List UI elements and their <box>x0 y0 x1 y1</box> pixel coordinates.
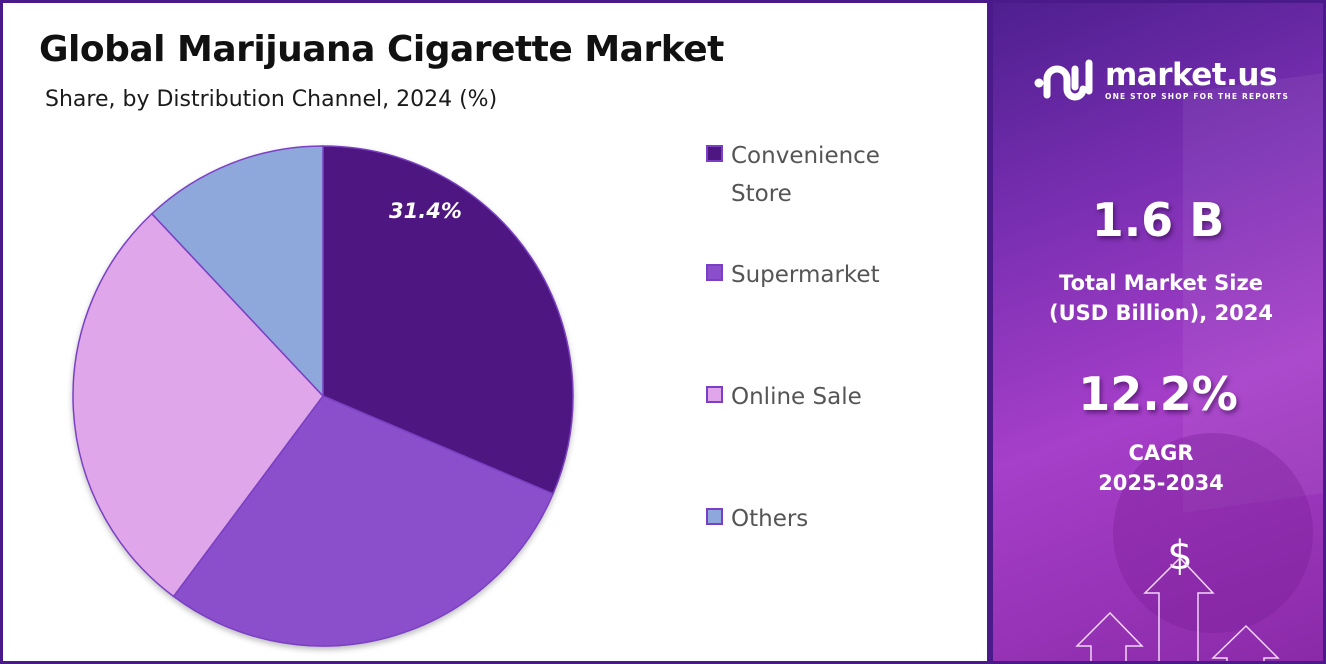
market-size-label: Total Market Size (USD Billion), 2024 <box>1048 271 1274 325</box>
stats-panel: market.us ONE STOP SHOP FOR THE REPORTS … <box>990 0 1326 664</box>
dollar-icon: $ <box>1167 533 1192 579</box>
legend-label: Convenience Store <box>731 143 880 207</box>
growth-arrows-icon: $ <box>1075 533 1280 661</box>
market-size-value: 1.6 B <box>1091 193 1225 247</box>
pie-svg <box>72 145 574 647</box>
pie-slice-convenience-store <box>322 145 574 495</box>
slice-label-convenience-store: 31.4% <box>389 199 462 223</box>
market-us-logo-icon <box>1034 59 1093 101</box>
legend-item-others: Others <box>706 500 926 538</box>
brand-logo: market.us ONE STOP SHOP FOR THE REPORTS <box>1033 55 1289 105</box>
legend-label: Online Sale <box>731 384 862 410</box>
chart-panel: Global Marijuana Cigarette Market Share,… <box>0 0 990 664</box>
legend-label: Others <box>731 506 809 532</box>
pie-chart: 31.4% <box>3 3 993 664</box>
brand-name: market.us <box>1105 56 1277 93</box>
legend-swatch-icon <box>706 264 723 281</box>
legend-item-convenience-store: Convenience Store <box>706 137 926 213</box>
pie-slice-online-sale <box>72 212 324 598</box>
brand-tagline: ONE STOP SHOP FOR THE REPORTS <box>1105 91 1290 101</box>
chart-subtitle: Share, by Distribution Channel, 2024 (%) <box>45 87 498 112</box>
pie-slice-supermarket <box>172 395 555 647</box>
legend-swatch-icon <box>706 145 723 162</box>
cagr-label: CAGR 2025-2034 <box>1098 441 1224 495</box>
cagr-value: 12.2% <box>1078 367 1238 421</box>
legend-item-supermarket: Supermarket <box>706 256 926 294</box>
legend-swatch-icon <box>706 508 723 525</box>
legend-item-online-sale: Online Sale <box>706 378 926 416</box>
chart-title: Global Marijuana Cigarette Market <box>39 29 724 70</box>
legend-swatch-icon <box>706 386 723 403</box>
legend-label: Supermarket <box>731 262 880 288</box>
pie-slice-others <box>150 145 324 398</box>
background-decoration <box>1113 433 1313 633</box>
